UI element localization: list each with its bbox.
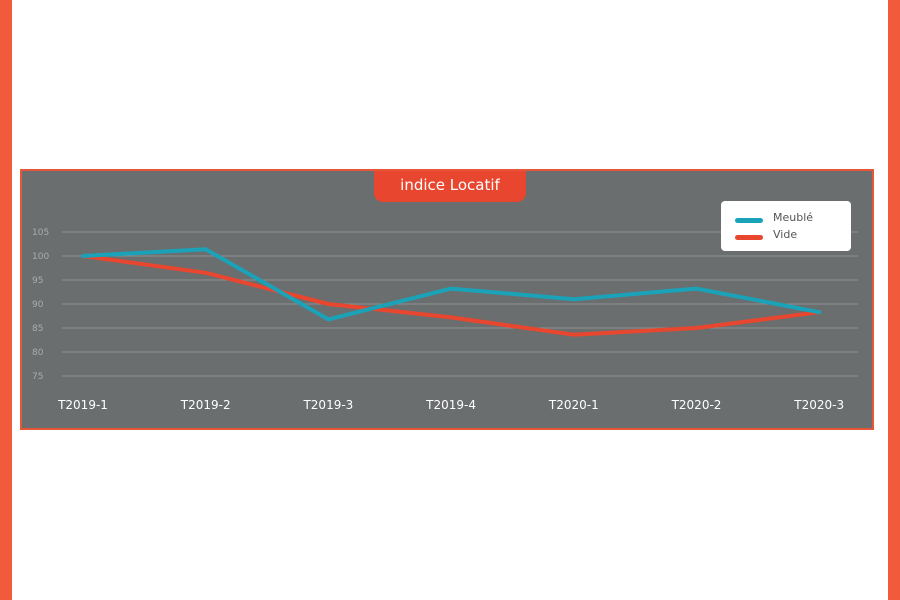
chart-legend: Meublé Vide — [721, 201, 851, 251]
right-accent-bar — [888, 0, 900, 600]
data-point-meuble — [572, 297, 576, 301]
data-point-meuble — [817, 310, 821, 314]
x-tick-label: T2019-3 — [302, 398, 353, 412]
left-accent-bar — [0, 0, 12, 600]
data-point-meuble — [204, 247, 208, 251]
data-point-meuble — [81, 254, 85, 258]
y-tick-label: 105 — [32, 228, 49, 238]
data-point-meuble — [449, 287, 453, 291]
series-line-meuble — [81, 247, 822, 322]
line-chart: 105 100 95 90 85 80 75 T2019-1 T2019-2 T2019-3 T20… — [32, 228, 858, 412]
legend-label-vide: Vide — [773, 228, 798, 241]
y-tick-label: 85 — [32, 324, 43, 334]
data-point-vide — [204, 271, 208, 275]
y-tick-label: 75 — [32, 372, 43, 382]
y-tick-label: 95 — [32, 276, 43, 286]
chart-title: indice Locatif — [374, 171, 526, 202]
x-tick-label: T2019-4 — [425, 398, 476, 412]
x-tick-label: T2020-3 — [793, 398, 844, 412]
y-tick-label: 80 — [32, 348, 44, 358]
data-point-vide — [326, 302, 330, 306]
legend-swatch-vide — [735, 235, 763, 240]
data-point-vide — [572, 333, 576, 337]
y-tick-label: 100 — [32, 252, 49, 262]
legend-label-meuble: Meublé — [773, 211, 814, 224]
y-tick-label: 90 — [32, 300, 44, 310]
legend-swatch-meuble — [735, 218, 763, 223]
x-tick-label: T2020-2 — [671, 398, 722, 412]
data-point-meuble — [695, 287, 698, 291]
x-tick-label: T2019-1 — [57, 398, 108, 412]
data-point-vide — [695, 326, 698, 330]
x-tick-label: T2019-2 — [180, 398, 231, 412]
series-line-vide — [81, 254, 822, 337]
x-tick-label: T2020-1 — [548, 398, 599, 412]
chart-card: 105 100 95 90 85 80 75 T2019-1 T2019-2 T2019-3 T20… — [20, 169, 874, 430]
data-point-vide — [449, 315, 453, 319]
data-point-meuble — [326, 317, 330, 321]
